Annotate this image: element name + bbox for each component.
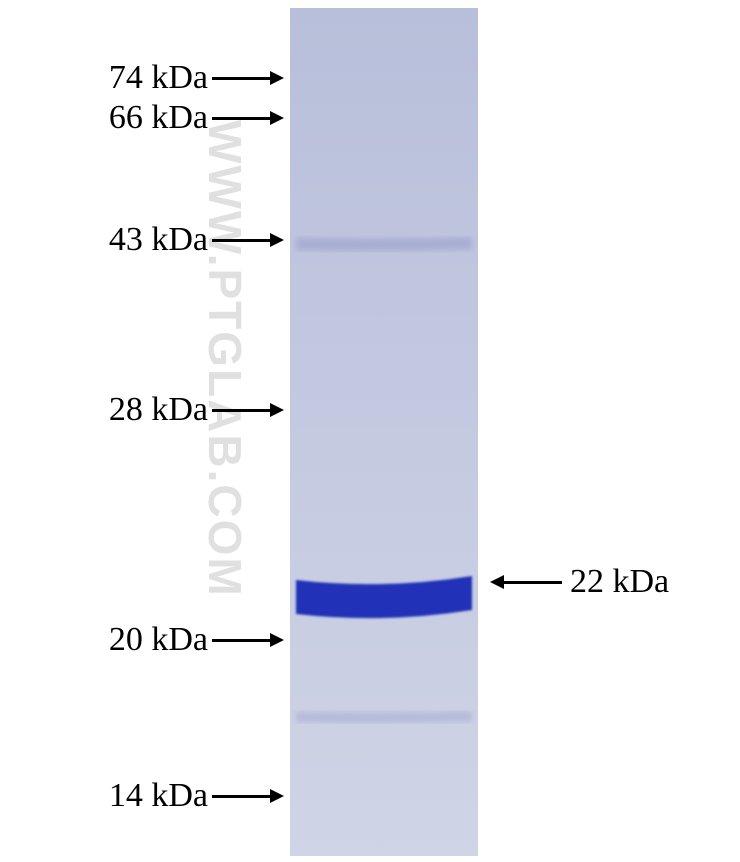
arrow-right: [212, 639, 284, 642]
marker-label: 28 kDa: [109, 391, 208, 429]
arrow-right: [212, 117, 284, 120]
arrow-left: [490, 581, 562, 584]
marker-label: 14 kDa: [109, 777, 208, 815]
marker-label: 74 kDa: [109, 59, 208, 97]
marker-label: 43 kDa: [109, 221, 208, 259]
gel-lane: [290, 8, 478, 856]
lane-bands-svg: [290, 8, 478, 856]
marker-label: 66 kDa: [109, 99, 208, 137]
gel-band: [296, 576, 472, 618]
arrow-right: [212, 77, 284, 80]
arrow-right: [212, 409, 284, 412]
gel-band: [296, 237, 472, 251]
arrow-right: [212, 795, 284, 798]
watermark-text: WWW.PTGLAB.COM: [198, 120, 252, 598]
gel-figure: WWW.PTGLAB.COM 74 kDa66 kDa 43 kDa 28 kDa 2…: [0, 0, 740, 862]
arrow-right: [212, 239, 284, 242]
result-label: 22 kDa: [570, 563, 669, 601]
marker-label: 20 kDa: [109, 621, 208, 659]
gel-band: [296, 711, 472, 723]
